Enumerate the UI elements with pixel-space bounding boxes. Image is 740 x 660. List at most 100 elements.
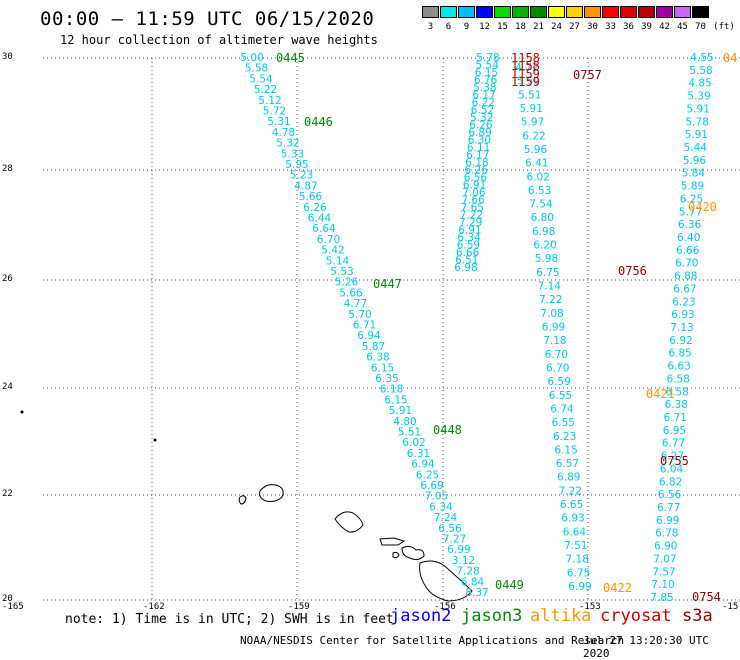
swh-value: 5.32 (470, 112, 493, 124)
swh-value: 6.64 (312, 223, 336, 235)
swh-value: 6.74 (550, 403, 574, 415)
lat-label-24: 24 (2, 382, 13, 392)
legend-label-10: 33 (605, 22, 616, 32)
swh-value: 6.67 (673, 283, 696, 295)
swh-value: 6.76 (474, 75, 498, 87)
legend-label-8: 27 (569, 22, 580, 32)
swh-value: 7.18 (543, 335, 566, 347)
swh-value: 7.29 (459, 217, 482, 229)
swh-value: 6.26 (303, 202, 327, 214)
pass-label-cryosat: 1159 (511, 75, 540, 89)
swh-value: 5.78 (686, 116, 709, 128)
swh-value: 6.89 (468, 127, 491, 139)
swh-value: 6.17 (466, 150, 489, 162)
legend-swatch-0 (422, 6, 439, 18)
legend-label-13: 42 (659, 22, 670, 32)
swh-value: 6.41 (525, 158, 548, 170)
swh-value: 4.72 (515, 62, 538, 74)
swh-value: 5.91 (520, 103, 543, 115)
legend-swatch-7 (548, 6, 565, 18)
swh-value: 6.15 (554, 444, 577, 456)
swh-value: 6.58 (666, 386, 689, 398)
pass-label-altika: 0421 (646, 387, 675, 401)
island-oahu (334, 511, 364, 533)
swh-value: 6.91 (463, 180, 486, 192)
swh-value: 6.98 (532, 226, 555, 238)
swh-value: 6.94 (357, 330, 381, 342)
swh-value: 6.93 (561, 513, 584, 525)
lat-label-20: 20 (2, 594, 13, 604)
lon-label-159: -159 (288, 602, 310, 612)
swh-value: 8.37 (465, 587, 488, 599)
swh-value: 5.38 (473, 82, 496, 94)
swh-value: 6.40 (677, 232, 700, 244)
swh-value: 6.70 (545, 349, 568, 361)
swh-value: 6.70 (675, 258, 698, 270)
swh-value: 7.66 (461, 195, 485, 207)
swh-value: 6.85 (668, 348, 691, 360)
swh-value: 6.18 (465, 157, 488, 169)
pass-label-cryosat: 1158 (511, 59, 540, 73)
island-dot-1 (20, 410, 24, 414)
swh-value: 6.30 (468, 135, 491, 147)
sat-label-cryosat: cryosat (600, 606, 672, 626)
lon-label-165: -165 (2, 602, 24, 612)
swh-value: 5.95 (285, 159, 308, 171)
island-kauai (259, 484, 284, 502)
pass-label-cryosat: 1158 (511, 51, 540, 65)
swh-value: 7.65 (461, 202, 484, 214)
swh-value: 7.24 (434, 512, 458, 524)
sat-label-jason3: jason3 (461, 606, 523, 626)
swh-value: 5.59 (517, 76, 540, 88)
pass-label-jason3: 0447 (373, 277, 402, 291)
swh-value: 6.99 (447, 544, 470, 556)
swh-value: 5.44 (684, 142, 708, 154)
legend-label-9: 30 (587, 22, 598, 32)
swh-value: 6.59 (547, 376, 570, 388)
swh-value: 6.15 (475, 67, 498, 79)
hawaiian-islands (20, 410, 473, 602)
swh-value: 7.13 (670, 322, 693, 334)
legend-label-4: 15 (497, 22, 508, 32)
swh-value: 4.55 (690, 52, 713, 64)
legend-swatch-9 (584, 6, 601, 18)
swh-value: 6.56 (438, 523, 462, 535)
swh-value: 6.91 (458, 225, 481, 237)
swh-value: 5.91 (685, 129, 708, 141)
legend-swatch-11 (620, 6, 637, 18)
swh-value: 6.26 (465, 165, 489, 177)
swh-value: 5.77 (679, 206, 702, 218)
page-title: 00:00 – 11:59 UTC 06/15/2020 (40, 8, 375, 30)
swh-value: 6.22 (522, 130, 545, 142)
swh-value: 7.22 (460, 210, 483, 222)
swh-value: 6.93 (671, 309, 694, 321)
swh-value: 7.10 (651, 579, 674, 591)
pass-label-s3a: 0755 (660, 454, 689, 468)
swh-value: 7.05 (425, 491, 448, 503)
legend-swatch-6 (530, 6, 547, 18)
lon-label-150: -15 (722, 602, 739, 612)
legend-label-7: 24 (551, 22, 562, 32)
legend-swatch-15 (692, 6, 709, 18)
swh-value: 6.02 (527, 171, 550, 183)
swh-value: 5.00 (240, 52, 263, 64)
swh-value: 6.34 (429, 501, 453, 513)
pass-label-jason3: 0449 (495, 578, 524, 592)
swh-value: 5.70 (348, 309, 371, 321)
swh-value: 5.22 (254, 84, 277, 96)
swh-value: 6.44 (308, 213, 332, 225)
swh-value: 5.72 (263, 106, 286, 118)
swh-value: 7.18 (566, 554, 589, 566)
credit-line: NOAA/NESDIS Center for Satellite Applica… (240, 634, 625, 647)
legend-label-6: 21 (533, 22, 544, 32)
legend-label-2: 9 (463, 22, 470, 32)
swh-value: 4.87 (294, 180, 317, 192)
swh-value: 4.77 (344, 298, 367, 310)
pass-label-s3a: 0756 (618, 264, 647, 278)
swh-value: 6.64 (563, 526, 587, 538)
pass-label-s3a: 0754 (692, 590, 721, 604)
swh-value: 6.20 (533, 240, 556, 252)
island-maui (401, 545, 425, 561)
legend-swatch-1 (440, 6, 457, 18)
swh-value: 6.52 (471, 105, 494, 117)
